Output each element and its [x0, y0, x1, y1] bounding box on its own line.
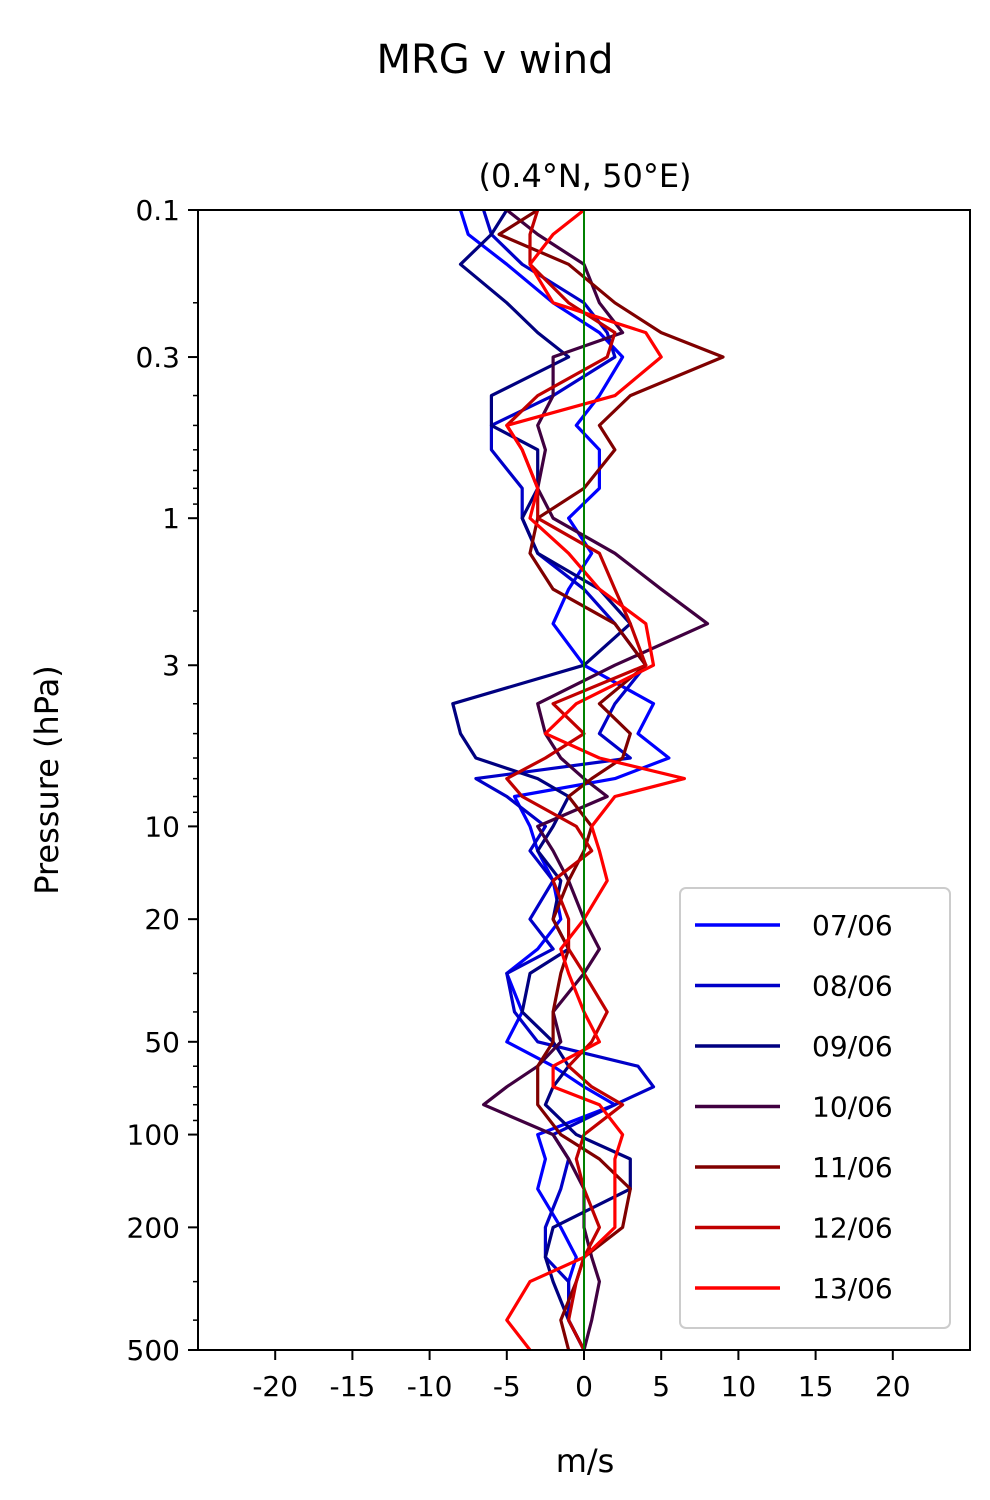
x-tick-label: -5: [493, 1370, 521, 1403]
series-line-13-06: [505, 210, 687, 1350]
y-axis-ticks: 0.1 0.3 1 3 10 20 50 100 200 500: [127, 194, 198, 1367]
x-axis-label: m/s: [556, 1442, 615, 1480]
y-tick-label: 100: [127, 1119, 180, 1152]
axes-title: (0.4°N, 50°E): [478, 157, 691, 195]
y-tick-label: 200: [127, 1211, 180, 1244]
figure-title: MRG v wind: [377, 37, 614, 83]
x-tick-label: 10: [721, 1370, 757, 1403]
legend-label: 13/06: [812, 1272, 893, 1305]
series-line-11-06: [497, 210, 725, 1350]
axes-frame: [197, 209, 971, 1351]
legend-label: 09/06: [812, 1030, 893, 1063]
series-line-10-06: [482, 210, 710, 1350]
x-tick-label: -15: [330, 1370, 376, 1403]
y-tick-label: 10: [144, 810, 180, 843]
plot-area: -20 -15 -10 -5 0 5 10 15 20 0.1 0.3 1 3 10 20 50 100 200…: [127, 194, 971, 1403]
x-tick-label: -10: [407, 1370, 453, 1403]
x-tick-label: 0: [575, 1370, 593, 1403]
x-tick-label: 20: [875, 1370, 911, 1403]
series-line-07-06: [458, 210, 671, 1350]
x-tick-label: -20: [252, 1370, 298, 1403]
series-lines: [451, 210, 725, 1350]
x-axis-ticks: -20 -15 -10 -5 0 5 10 15 20: [252, 1350, 911, 1403]
y-axis-label: Pressure (hPa): [28, 665, 66, 895]
y-tick-label: 50: [144, 1026, 180, 1059]
series-line-12-06: [505, 210, 648, 1350]
legend-label: 11/06: [812, 1151, 893, 1184]
x-tick-label: 5: [652, 1370, 670, 1403]
x-tick-label: 15: [798, 1370, 834, 1403]
y-tick-label: 500: [127, 1334, 180, 1367]
legend-label: 08/06: [812, 970, 893, 1003]
legend-label: 12/06: [812, 1212, 893, 1245]
y-tick-label: 0.3: [135, 341, 180, 374]
legend-box: [679, 887, 951, 1329]
legend-label: 10/06: [812, 1091, 893, 1124]
y-tick-label: 20: [144, 903, 180, 936]
y-tick-label: 1: [162, 502, 180, 535]
y-tick-label: 3: [162, 649, 180, 682]
legend: 07/06 08/06 09/06 10/06 11/06 12/06 13/06: [679, 887, 951, 1329]
y-tick-label: 0.1: [135, 194, 180, 227]
legend-label: 07/06: [812, 909, 893, 942]
